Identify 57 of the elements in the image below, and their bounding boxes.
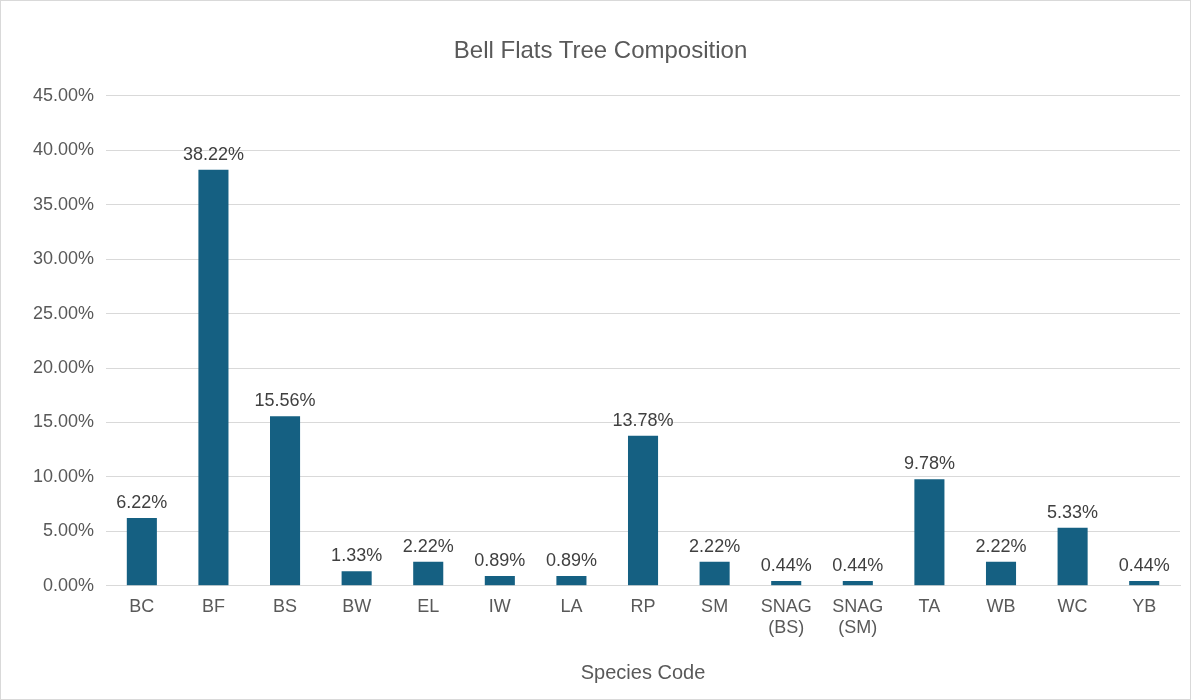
data-label: 38.22% [182,143,244,164]
x-tick-label: SNAG (SM) [832,595,884,638]
y-tick-label: 35.00% [32,193,95,214]
data-label: 0.89% [474,550,526,571]
y-tick-label: 30.00% [32,248,95,269]
bar [914,479,945,586]
bar [842,581,873,586]
y-tick-label: 15.00% [32,411,95,432]
data-label: 1.33% [331,545,383,566]
x-tick-label: BS [273,595,298,616]
bar [771,581,802,586]
bar [270,416,301,586]
bar [699,561,730,586]
y-tick-label: 0.00% [43,574,95,595]
x-tick-label: BC [129,595,155,616]
x-tick-label: SNAG (BS) [760,595,812,638]
x-tick-label: BF [201,595,225,616]
x-tick-label: TA [918,595,941,616]
x-tick-label: SM [701,595,729,616]
data-label: 0.44% [760,554,812,575]
x-tick-label: YB [1132,595,1157,616]
data-label: 15.56% [254,390,316,411]
bar [126,518,157,586]
x-tick-label: IW [488,595,511,616]
y-tick-label: 40.00% [32,139,95,160]
data-label: 0.44% [1118,554,1170,575]
y-tick-label: 25.00% [32,302,95,323]
bar [341,571,372,586]
data-label: 9.78% [903,453,955,474]
chart-title: Bell Flats Tree Composition [453,36,748,64]
x-tick-label: LA [560,595,583,616]
bar [627,435,659,586]
y-tick-label: 5.00% [43,520,95,541]
bar [556,576,587,586]
x-tick-label: BW [342,595,372,616]
bar [413,561,444,586]
x-axis-title: Species Code [580,660,706,683]
x-tick-label: RP [630,595,656,616]
data-label: 2.22% [402,535,454,556]
data-label: 2.22% [689,535,741,556]
data-label: 0.89% [545,550,597,571]
x-tick-label: WB [986,595,1016,616]
data-label: 13.78% [612,409,674,430]
bar [1057,527,1088,586]
y-tick-label: 10.00% [32,465,95,486]
data-label: 6.22% [116,492,168,513]
bar [985,561,1017,586]
bar [484,576,515,586]
y-tick-label: 45.00% [32,84,95,105]
x-tick-label: EL [417,595,440,616]
data-label: 5.33% [1047,501,1099,522]
bar [198,169,229,586]
y-tick-label: 20.00% [32,356,95,377]
x-tick-label: WC [1057,595,1088,616]
data-label: 0.44% [832,554,884,575]
bar [1129,581,1160,586]
data-label: 2.22% [975,535,1027,556]
